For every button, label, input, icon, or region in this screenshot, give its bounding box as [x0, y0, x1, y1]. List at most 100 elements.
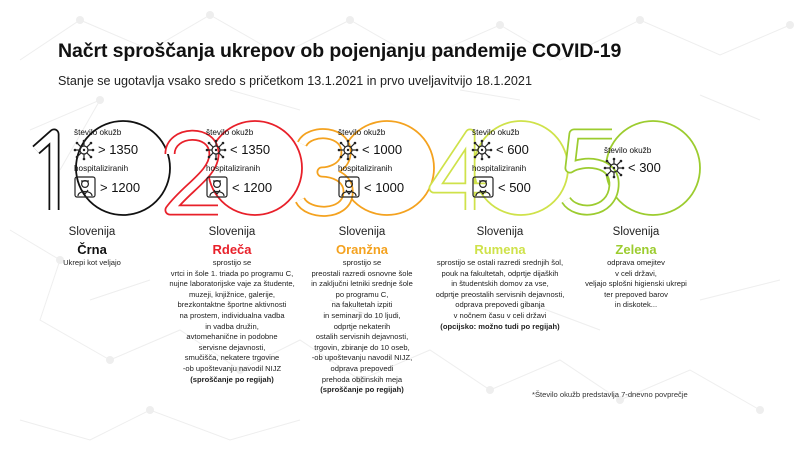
description-line: in vadba družin, [205, 321, 259, 331]
description-line: odprtje nekaterih [333, 321, 391, 331]
stage-4: število okužb < 600 hospitaliziranih < 50… [428, 118, 578, 218]
stage-region: Slovenija [68, 226, 116, 238]
doctor-icon-wrap [206, 176, 228, 203]
virus-icon [337, 139, 359, 161]
description-line: trgovin, zbiranje do 10 oseb, [314, 342, 410, 352]
description-line: nujne laboratorijske vaje za študente, [169, 279, 295, 289]
infections-value: < 1350 [230, 142, 271, 157]
description-line: Ukrepi kot veljajo [63, 258, 121, 267]
description-note: (opcijsko: možno tudi po regijah) [440, 321, 560, 331]
page-subtitle: Stanje se ugotavlja vsako sredo s pričet… [58, 74, 532, 88]
description-line: sprostijo se [342, 258, 382, 267]
hospitalized-label: hospitaliziranih [472, 164, 527, 173]
virus-icon [73, 139, 95, 161]
stage-2: število okužb < 1350 hospitaliziranih < 1… [162, 118, 312, 218]
stage-number-graphic [32, 120, 171, 216]
description-line: in seminarji do 10 ljudi, [323, 310, 401, 320]
description-line: smučišča, nekatere trgovine [184, 353, 280, 363]
infections-label: število okužb [604, 146, 652, 155]
doctor-icon-wrap [74, 176, 96, 203]
stage-description: odprava omejitev v celi državi, veljajo sp… [551, 258, 721, 311]
virus-icon [205, 139, 227, 161]
description-line: ter prepoved barov [604, 289, 668, 299]
infections-label: število okužb [338, 128, 386, 137]
stage-description: Ukrepi kot veljajo [7, 258, 177, 269]
stage-level: Rumena [474, 242, 526, 257]
stage-description: sprostijo se ostali razredi srednjih šol… [415, 258, 585, 332]
doctor-icon [472, 176, 494, 198]
stage-region: Slovenija [612, 226, 660, 238]
stage-digit-inner [33, 130, 58, 210]
hospitalized-value: < 500 [498, 180, 531, 195]
stage-3: število okužb < 1000 hospitaliziranih < 1… [294, 118, 444, 218]
infections-label: število okužb [472, 128, 520, 137]
infections-value: < 600 [496, 142, 529, 157]
virus-icon [471, 139, 493, 161]
hospitalized-label: hospitaliziranih [74, 164, 129, 173]
stage-region: Slovenija [208, 226, 256, 238]
description-line: -ob upoštevanju navodil NIJZ, [311, 353, 413, 363]
infections-label: število okužb [206, 128, 254, 137]
virus-icon-wrap [72, 139, 96, 166]
description-line: vrtci in šole 1. triada po programu C, [170, 268, 294, 278]
description-line: muzeji, knjižnice, galerije, [188, 289, 276, 299]
stage-level: Oranžna [335, 242, 388, 257]
hospitalized-value: < 1200 [232, 180, 273, 195]
description-line: -ob upoštevanju navodil NIJZ [182, 363, 282, 373]
stage-number-graphic [428, 120, 569, 216]
stage-ring [75, 120, 171, 216]
description-line: na prostem, individualna vadba [179, 310, 285, 320]
stage-level: Črna [77, 242, 107, 257]
description-line: pouk na fakultetah, odprtje dijaških [441, 268, 559, 278]
description-line: avtomehanične in podobne [186, 332, 278, 342]
description-note: (sproščanje po regijah) [190, 374, 274, 384]
stage-region: Slovenija [476, 226, 524, 238]
doctor-icon-wrap [472, 176, 494, 203]
stage-level: Zelena [615, 242, 657, 257]
description-line: na fakultetah izpiti [331, 300, 393, 310]
virus-icon-wrap [336, 139, 360, 166]
description-line: brezkontaktne športne aktivnosti [177, 300, 287, 310]
virus-icon-wrap [204, 139, 228, 166]
description-line: po programu C, [335, 289, 389, 299]
stage-description: sprostijo se vrtci in šole 1. triada po p… [147, 258, 317, 385]
description-line: v nočnem času v celi državi [453, 310, 547, 320]
description-line: odprtje preostalih servisnih dejavnosti, [435, 289, 565, 299]
stage-region: Slovenija [338, 226, 386, 238]
stage-5: število okužb < 300 [560, 118, 710, 218]
stage-digit-inner [562, 130, 618, 214]
footnote: *Število okužb predstavlja 7-dnevno povp… [532, 390, 688, 399]
virus-icon-wrap [602, 157, 626, 184]
stage-digit-inner [296, 129, 352, 216]
hospitalized-value: < 1000 [364, 180, 405, 195]
hospitalized-label: hospitaliziranih [338, 164, 393, 173]
description-line: prehoda občinskih meja [321, 374, 403, 384]
infections-value: > 1350 [98, 142, 139, 157]
description-line: sprostijo se ostali razredi srednjih šol… [436, 258, 564, 267]
infections-value: < 1000 [362, 142, 403, 157]
description-line: servisne dejavnosti, [198, 342, 266, 352]
description-line: veljajo splošni higienski ukrepi [585, 279, 687, 289]
doctor-icon [74, 176, 96, 198]
description-line: ostalih servisnih dejavnosti, [315, 332, 409, 342]
infections-value: < 300 [628, 160, 661, 175]
description-line: in diskotek... [614, 300, 658, 310]
description-line: odprava prepovedi [330, 363, 394, 373]
stage-level: Rdeča [212, 242, 252, 257]
description-line: v celi državi, [615, 268, 657, 278]
stage-number-graphic [295, 120, 435, 217]
doctor-icon [206, 176, 228, 198]
description-line: sprostijo se [212, 258, 252, 267]
page-title: Načrt sproščanja ukrepov ob pojenjanju p… [58, 40, 622, 62]
stage-description: sprostijo se preostali razredi osnovne šo… [277, 258, 447, 396]
hospitalized-label: hospitaliziranih [206, 164, 261, 173]
hospitalized-value: > 1200 [100, 180, 141, 195]
doctor-icon [338, 176, 360, 198]
description-line: in študentskih domov za vse, [451, 279, 549, 289]
description-note: (sproščanje po regijah) [320, 385, 404, 395]
virus-icon [603, 157, 625, 179]
description-line: in zaključni letniki srednje šole [311, 279, 413, 289]
virus-icon-wrap [470, 139, 494, 166]
description-line: odprava prepovedi gibanja [455, 300, 545, 310]
